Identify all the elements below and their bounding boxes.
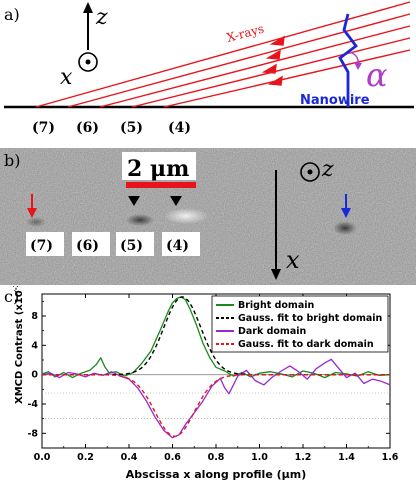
chart-series (41, 296, 391, 439)
marker-7: (7) (30, 238, 53, 254)
x-tick-label: 1.2 (295, 452, 312, 463)
legend-entry-bright-fit: Gauss. fit to bright domain (238, 313, 383, 324)
marker-7: (7) (32, 120, 55, 136)
y-tick-label: 0 (31, 370, 38, 381)
image-markers: (7) (6) (5) (4) (26, 232, 200, 256)
xrays-label: X-rays (225, 22, 265, 45)
xray-beam-2 (67, 13, 411, 108)
z-out-of-page-dot-icon (307, 169, 313, 175)
panel-c-profile-chart: c) XMCD Contrast (x10-3) Abscissa x alon… (0, 278, 416, 484)
bright-domain-spot (164, 208, 208, 224)
marker-4: (4) (166, 238, 189, 254)
nanowire-shape (338, 13, 358, 107)
marker-5: (5) (120, 238, 143, 254)
nanowire-tip-spot (333, 221, 357, 235)
triangle-marker-icon (170, 196, 182, 206)
legend-entry-dark-fit: Gauss. fit to dark domain (238, 339, 374, 350)
legend-entry-bright: Bright domain (238, 300, 314, 311)
scale-bar-label: 2 μm (127, 156, 189, 182)
y-tick-label: -8 (27, 428, 38, 439)
red-arrowhead-icon (27, 208, 37, 218)
scale-bar-label-box (122, 152, 196, 180)
panel-a-schematic: a) z x X-rays Nanowire α (0, 0, 416, 148)
schematic-svg: a) z x X-rays Nanowire α (4, 1, 414, 136)
panel-b-label: b) (4, 151, 20, 170)
x-tick-label: 0.0 (34, 452, 51, 463)
xray-arrowhead-icon (267, 75, 283, 86)
triangle-marker-icon (128, 196, 140, 206)
legend-box (211, 295, 389, 353)
x-out-of-page-dot-icon (85, 59, 91, 65)
chart-legend: Bright domain Gauss. fit to bright domai… (211, 295, 389, 353)
z-out-of-page-icon (300, 162, 320, 182)
marker-6: (6) (76, 120, 99, 136)
nanowire-label: Nanowire (300, 93, 370, 108)
y-axis-label: XMCD Contrast (x10-3) (12, 286, 25, 404)
scale-bar (126, 182, 196, 188)
xray-arrowhead-icon (269, 35, 285, 46)
panel-c-label: c) (4, 287, 19, 306)
blue-arrowhead-icon (341, 208, 351, 218)
xray-beam-3 (99, 25, 411, 108)
x-arrowhead-icon (271, 269, 281, 280)
x-out-of-page-icon (78, 52, 98, 72)
marker-6: (6) (76, 238, 99, 254)
marker-4: (4) (168, 120, 191, 136)
panel-a-label: a) (4, 5, 20, 24)
xmcd-image-svg: b) 2 μm (7) (6) (5) (4) z x (0, 148, 416, 285)
axis-z-label: z (95, 5, 108, 30)
dark-spot-left (26, 217, 46, 227)
x-tick-label: 1.4 (338, 452, 355, 463)
alpha-arrowhead-icon (354, 62, 362, 70)
y-tick-label: 8 (31, 311, 38, 322)
x-tick-label: 0.4 (121, 452, 138, 463)
x-tick-label: 0.8 (208, 452, 225, 463)
y-tick-label: -4 (27, 399, 38, 410)
xray-beam-5 (163, 49, 411, 108)
axis-x-label: x (286, 246, 300, 274)
legend-entry-dark: Dark domain (238, 326, 306, 337)
marker-box (162, 232, 200, 256)
marker-box (26, 232, 64, 256)
marker-box (72, 232, 110, 256)
xray-arrowhead-icon (261, 63, 277, 74)
x-axis-label: Abscissa x along profile (µm) (126, 468, 306, 481)
marker-5: (5) (120, 120, 143, 136)
image-noise (0, 148, 416, 285)
axis-z-label: z (321, 157, 334, 182)
xray-arrowhead-icon (265, 49, 281, 60)
profile-chart-svg: c) XMCD Contrast (x10-3) Abscissa x alon… (4, 278, 399, 481)
x-tick-label: 0.6 (164, 452, 181, 463)
series-dark-fit (42, 373, 390, 438)
series-dark-domain (41, 358, 391, 439)
x-tick-label: 0.2 (77, 452, 94, 463)
dark-domain-spot (126, 214, 154, 226)
axis-x-label: x (60, 65, 73, 90)
y-tick-label: 4 (31, 340, 38, 351)
x-tick-label: 1.0 (251, 452, 268, 463)
alpha-label: α (366, 56, 388, 94)
z-arrowhead-icon (83, 2, 93, 13)
x-tick-label: 1.6 (382, 452, 399, 463)
marker-box (116, 232, 154, 256)
panel-b-xmcd-image: b) 2 μm (7) (6) (5) (4) z x (0, 148, 416, 285)
